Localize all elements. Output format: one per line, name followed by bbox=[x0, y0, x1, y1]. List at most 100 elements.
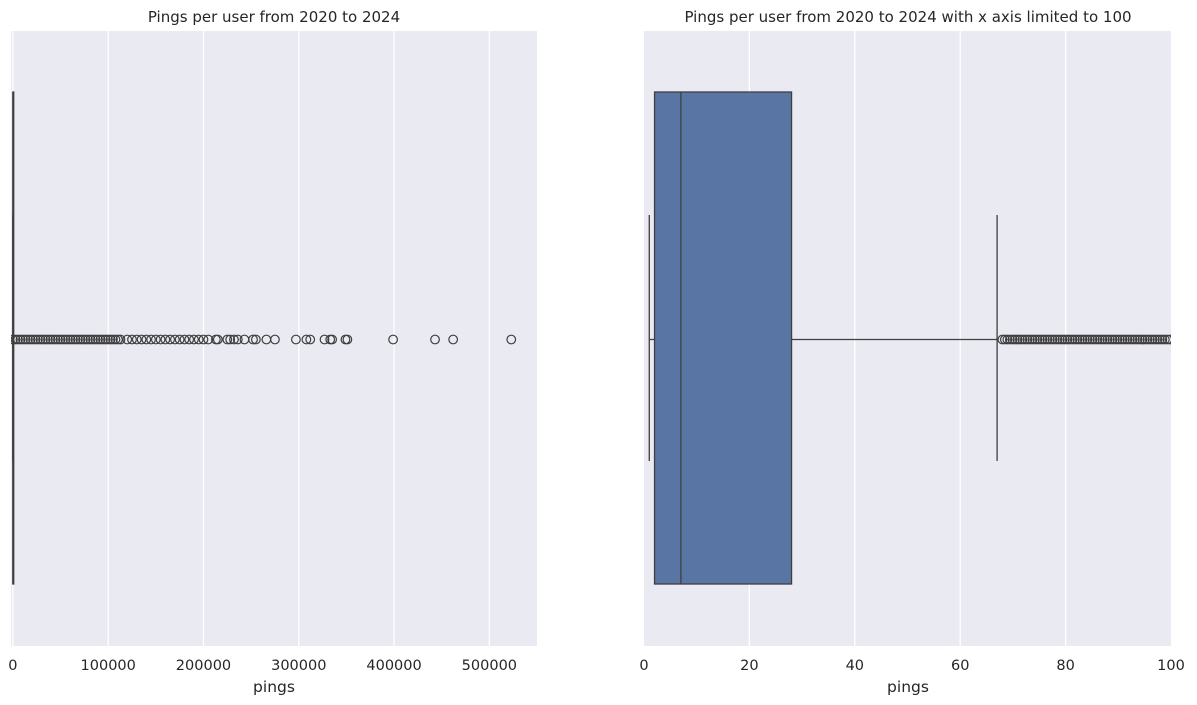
outlier-point bbox=[1029, 334, 1040, 345]
outlier-point bbox=[1117, 334, 1128, 345]
outlier-point bbox=[319, 334, 330, 345]
outlier-point bbox=[1027, 334, 1038, 345]
outlier-point bbox=[203, 334, 214, 345]
outlier-point bbox=[150, 334, 161, 345]
outlier-point bbox=[113, 334, 123, 345]
outlier-point bbox=[1109, 334, 1120, 345]
outlier-point bbox=[1134, 334, 1145, 345]
outlier-point bbox=[1102, 334, 1113, 345]
outlier-point bbox=[1162, 334, 1171, 345]
outlier-point bbox=[146, 334, 156, 345]
outlier-point bbox=[23, 334, 33, 345]
outlier-point bbox=[430, 334, 440, 345]
outlier-point bbox=[1152, 334, 1163, 345]
outlier-point bbox=[13, 334, 23, 345]
outlier-point bbox=[75, 334, 86, 345]
outlier-point bbox=[33, 334, 43, 345]
outlier-point bbox=[1052, 334, 1063, 345]
outlier-point bbox=[70, 334, 81, 345]
outlier-point bbox=[1074, 334, 1085, 345]
outlier-point bbox=[1044, 334, 1055, 345]
outlier-point bbox=[1087, 334, 1098, 345]
outlier-point bbox=[1007, 334, 1018, 345]
chart-title-left: Pings per user from 2020 to 2024 bbox=[148, 8, 400, 26]
outlier-point bbox=[1069, 334, 1080, 345]
outlier-point bbox=[78, 334, 88, 345]
outlier-point bbox=[155, 334, 166, 345]
outlier-point bbox=[83, 334, 93, 345]
outlier-point bbox=[1072, 334, 1083, 345]
outlier-point bbox=[1099, 334, 1110, 345]
outlier-point bbox=[58, 334, 68, 345]
outlier-point bbox=[1004, 334, 1015, 345]
outlier-point bbox=[11, 334, 18, 345]
outlier-point bbox=[63, 334, 73, 345]
outlier-point bbox=[1012, 334, 1023, 345]
outlier-point bbox=[179, 334, 190, 345]
outlier-point bbox=[165, 334, 176, 345]
outlier-point bbox=[1137, 334, 1148, 345]
outlier-point bbox=[40, 334, 51, 345]
outlier-point bbox=[270, 334, 280, 345]
outlier-point bbox=[1127, 334, 1138, 345]
outlier-point bbox=[1082, 334, 1093, 345]
outlier-point bbox=[1129, 334, 1140, 345]
outlier-point bbox=[327, 334, 338, 345]
outlier-point bbox=[95, 334, 106, 345]
outlier-point bbox=[999, 334, 1010, 345]
outlier-point bbox=[105, 334, 116, 345]
outlier-point bbox=[1047, 334, 1058, 345]
outlier-point bbox=[1144, 334, 1155, 345]
outlier-point bbox=[48, 334, 58, 345]
outlier-point bbox=[110, 334, 121, 345]
outlier-point bbox=[1017, 334, 1028, 345]
outlier-point bbox=[1054, 334, 1065, 345]
outlier-point bbox=[1084, 334, 1095, 345]
outlier-point bbox=[88, 334, 98, 345]
outlier-point bbox=[11, 334, 21, 345]
outlier-point bbox=[1059, 334, 1070, 345]
outlier-point bbox=[38, 334, 48, 345]
outlier-point bbox=[305, 334, 316, 345]
outlier-point bbox=[68, 334, 78, 345]
outlier-point bbox=[1139, 334, 1150, 345]
outlier-point bbox=[225, 334, 236, 345]
outlier-point bbox=[1077, 334, 1088, 345]
outlier-point bbox=[1014, 334, 1025, 345]
outlier-point bbox=[193, 334, 204, 345]
outlier-point bbox=[1039, 334, 1050, 345]
outlier-point bbox=[1112, 334, 1123, 345]
outlier-point bbox=[1104, 334, 1115, 345]
x-tick-label: 0 bbox=[639, 658, 648, 674]
outlier-point bbox=[1042, 334, 1053, 345]
outlier-point bbox=[131, 334, 142, 345]
outlier-point bbox=[20, 334, 31, 345]
outlier-point bbox=[1037, 334, 1048, 345]
outlier-point bbox=[212, 334, 223, 345]
plot-group-right bbox=[648, 91, 1171, 585]
outlier-point bbox=[1067, 334, 1078, 345]
outlier-point bbox=[60, 334, 71, 345]
x-tick-label: 20 bbox=[740, 658, 758, 674]
outlier-point bbox=[1064, 334, 1075, 345]
outlier-point bbox=[1049, 334, 1060, 345]
x-tick-label: 500000 bbox=[462, 658, 517, 674]
outlier-point bbox=[1122, 334, 1133, 345]
outlier-point bbox=[115, 334, 126, 345]
outlier-point bbox=[141, 334, 152, 345]
outlier-point bbox=[250, 334, 261, 345]
outlier-point bbox=[1157, 334, 1168, 345]
outlier-point bbox=[506, 334, 517, 345]
outlier-point bbox=[1142, 334, 1153, 345]
outlier-point bbox=[127, 334, 137, 345]
outlier-point bbox=[1107, 334, 1118, 345]
outlier-point bbox=[43, 334, 53, 345]
outlier-point bbox=[1124, 334, 1135, 345]
outlier-point bbox=[184, 334, 195, 345]
outlier-point bbox=[1119, 334, 1130, 345]
outlier-point bbox=[248, 334, 258, 345]
outlier-point bbox=[388, 334, 399, 345]
outlier-point bbox=[98, 334, 108, 345]
outlier-point bbox=[1164, 334, 1171, 345]
outlier-point bbox=[50, 334, 61, 345]
